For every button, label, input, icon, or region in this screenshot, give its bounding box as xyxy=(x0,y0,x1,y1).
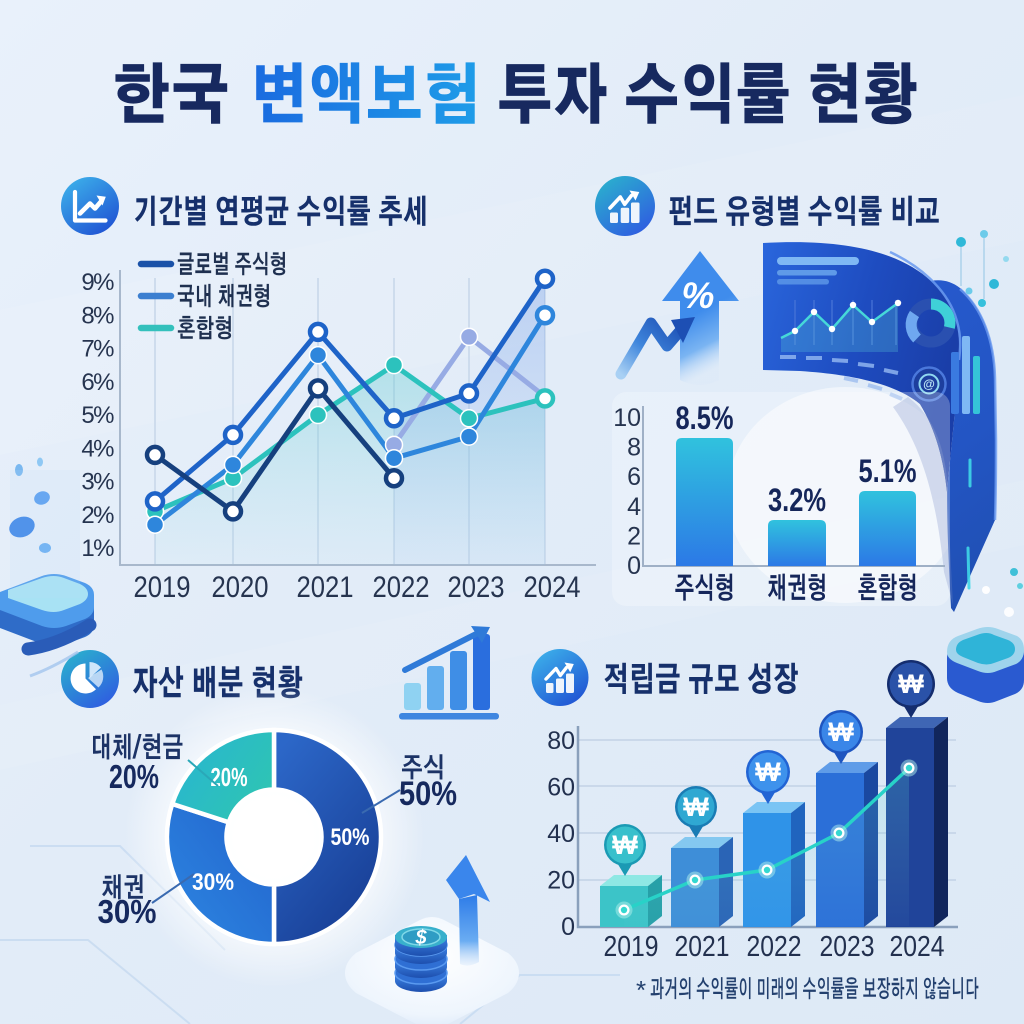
svg-text:₩: ₩ xyxy=(828,717,854,747)
svg-text:50%: 50% xyxy=(330,823,369,850)
svg-text:%: % xyxy=(682,275,715,316)
svg-text:0: 0 xyxy=(561,913,575,941)
svg-text:7%: 7% xyxy=(81,336,114,363)
svg-text:3.2%: 3.2% xyxy=(768,483,826,518)
svg-text:₩: ₩ xyxy=(683,792,709,822)
svg-text:0: 0 xyxy=(627,552,641,580)
svg-text:20%: 20% xyxy=(211,763,248,792)
svg-text:8: 8 xyxy=(627,434,641,462)
svg-text:40: 40 xyxy=(547,820,575,848)
svg-text:$: $ xyxy=(414,927,427,949)
svg-text:2022: 2022 xyxy=(373,570,430,603)
svg-text:₩: ₩ xyxy=(898,669,924,699)
svg-text:*: * xyxy=(636,975,646,1005)
svg-text:4%: 4% xyxy=(81,435,114,462)
svg-text:9%: 9% xyxy=(81,269,114,296)
svg-text:2024: 2024 xyxy=(889,930,944,962)
svg-text:8.5%: 8.5% xyxy=(675,401,733,436)
svg-text:8%: 8% xyxy=(81,302,114,329)
svg-text:1%: 1% xyxy=(81,535,114,562)
svg-text:50%: 50% xyxy=(399,774,457,813)
svg-text:20%: 20% xyxy=(109,760,159,796)
svg-text:₩: ₩ xyxy=(612,830,638,860)
svg-text:3%: 3% xyxy=(81,469,114,496)
svg-text:₩: ₩ xyxy=(755,757,781,787)
svg-text:6%: 6% xyxy=(81,369,114,396)
svg-text:2019: 2019 xyxy=(134,570,191,603)
svg-text:2024: 2024 xyxy=(524,570,581,603)
svg-text:6: 6 xyxy=(627,463,641,491)
svg-text:30%: 30% xyxy=(192,869,234,896)
svg-text:60: 60 xyxy=(547,774,575,802)
svg-text:80: 80 xyxy=(547,727,575,755)
svg-text:2019: 2019 xyxy=(603,930,658,962)
svg-text:@: @ xyxy=(923,377,935,391)
svg-text:4: 4 xyxy=(627,493,641,521)
svg-text:10: 10 xyxy=(613,404,641,432)
svg-text:2021: 2021 xyxy=(297,570,354,603)
svg-text:20: 20 xyxy=(547,867,575,895)
svg-text:2023: 2023 xyxy=(819,930,874,962)
svg-text:2: 2 xyxy=(627,522,641,550)
svg-text:2020: 2020 xyxy=(212,570,269,603)
svg-text:2%: 2% xyxy=(81,502,114,529)
svg-text:2023: 2023 xyxy=(448,570,505,603)
svg-text:5%: 5% xyxy=(81,402,114,429)
svg-text:2021: 2021 xyxy=(674,930,729,962)
svg-text:2022: 2022 xyxy=(746,930,801,962)
svg-text:5.1%: 5.1% xyxy=(858,454,916,489)
svg-text:30%: 30% xyxy=(98,893,157,930)
